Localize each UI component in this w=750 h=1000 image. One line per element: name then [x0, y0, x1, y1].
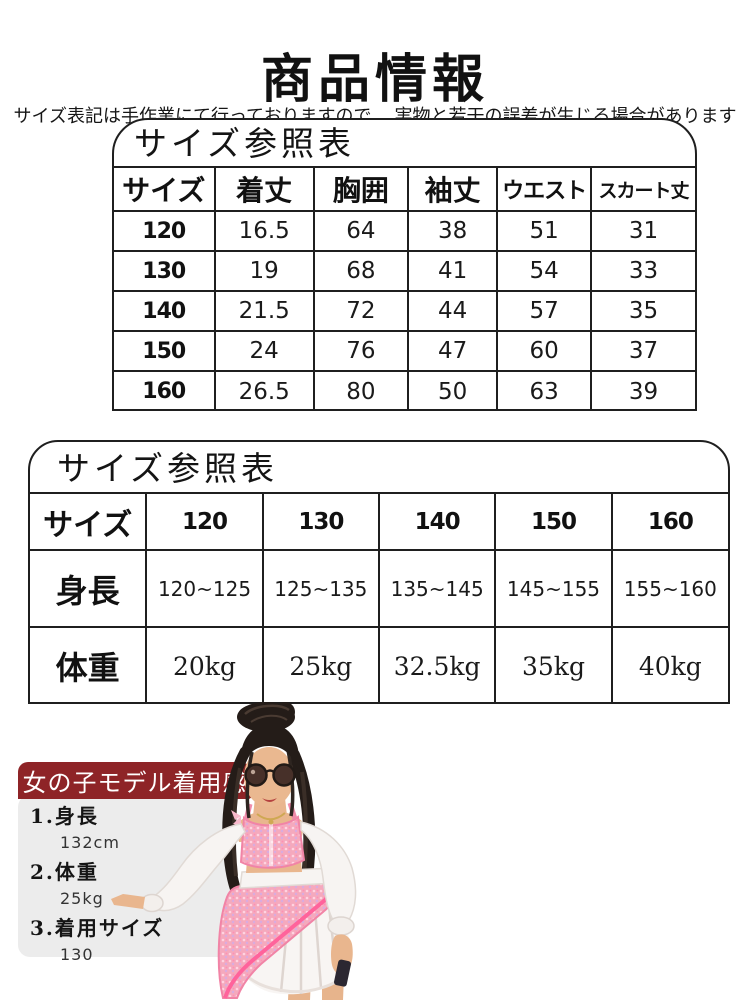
cell: 57	[496, 290, 592, 332]
cell: 40kg	[610, 626, 728, 704]
cell: 25kg	[261, 626, 380, 704]
col-header-size: サイズ	[114, 168, 216, 212]
row-label-height: 身長	[30, 549, 148, 628]
size-label: 140	[114, 290, 216, 332]
cell: 120~125	[145, 549, 264, 628]
model-info-banner: 女の子モデル着用感	[18, 762, 252, 799]
col-header-size: サイズ	[30, 494, 148, 551]
size-label: 130	[114, 250, 216, 292]
cell: 64	[312, 210, 409, 252]
cell: 21.5	[213, 290, 315, 332]
cell: 125~135	[261, 549, 380, 628]
col-header-sleeve: 袖丈	[406, 168, 499, 212]
cell: 39	[589, 370, 695, 411]
size-table-fit: サイズ 120 130 140 150 160 身長 120~125 125~1…	[30, 494, 728, 704]
model-height-value: 132cm	[60, 833, 120, 852]
cell: 68	[312, 250, 409, 292]
cell: 24	[213, 330, 315, 372]
cell: 38	[406, 210, 499, 252]
model-wearing-size-label: 3.着用サイズ	[30, 916, 165, 940]
cell: 35	[589, 290, 695, 332]
col-header-waist: ウエスト	[496, 168, 592, 212]
cell: 26.5	[213, 370, 315, 411]
col-header-140: 140	[377, 494, 497, 551]
girl-model-photo	[95, 700, 395, 1000]
cell: 41	[406, 250, 499, 292]
cell: 63	[496, 370, 592, 411]
row-label-weight: 体重	[30, 626, 148, 704]
model-info-list: 1.身長 132cm 2.体重 25kg 3.着用サイズ 130	[18, 805, 230, 973]
model-info-banner-label: 女の子モデル着用感	[22, 769, 248, 797]
model-wearing-size-value: 130	[60, 945, 94, 964]
col-header-skirt: スカート丈	[589, 168, 695, 212]
size-label: 120	[114, 210, 216, 252]
cell: 47	[406, 330, 499, 372]
table-row-height: 身長 120~125 125~135 135~145 145~155 155~1…	[30, 549, 728, 628]
cell: 155~160	[610, 549, 728, 628]
cell: 35kg	[494, 626, 613, 704]
cell: 20kg	[145, 626, 264, 704]
cell: 135~145	[377, 549, 497, 628]
list-item: 3.着用サイズ 130	[30, 917, 230, 963]
table-header-row: サイズ 120 130 140 150 160	[30, 494, 728, 551]
table-row: 120 16.5 64 38 51 31	[114, 210, 695, 252]
table-header-row: サイズ 着丈 胸囲 袖丈 ウエスト スカート丈	[114, 168, 695, 212]
size-table-fit-title: サイズ参照表	[30, 442, 728, 494]
cell: 31	[589, 210, 695, 252]
cell: 16.5	[213, 210, 315, 252]
table-row: 130 19 68 41 54 33	[114, 250, 695, 292]
cell: 80	[312, 370, 409, 411]
cell: 50	[406, 370, 499, 411]
col-header-150: 150	[494, 494, 613, 551]
cell: 44	[406, 290, 499, 332]
col-header-chest: 胸囲	[312, 168, 409, 212]
model-height-label: 1.身長	[30, 804, 99, 828]
col-header-120: 120	[145, 494, 264, 551]
list-item: 1.身長 132cm	[30, 805, 230, 851]
cell: 60	[496, 330, 592, 372]
col-header-160: 160	[610, 494, 728, 551]
size-label: 150	[114, 330, 216, 372]
col-header-length: 着丈	[213, 168, 315, 212]
size-table-fit-box: サイズ参照表 サイズ 120 130 140 150 160 身長 120~12…	[28, 440, 730, 704]
cell: 19	[213, 250, 315, 292]
cell: 72	[312, 290, 409, 332]
col-header-130: 130	[261, 494, 380, 551]
table-row-weight: 体重 20kg 25kg 32.5kg 35kg 40kg	[30, 626, 728, 704]
model-weight-label: 2.体重	[30, 860, 99, 884]
table-row: 150 24 76 47 60 37	[114, 330, 695, 372]
size-table-detail: サイズ 着丈 胸囲 袖丈 ウエスト スカート丈 120 16.5 64 38 5…	[114, 168, 695, 411]
size-table-detail-title: サイズ参照表	[114, 120, 695, 168]
size-label: 160	[114, 370, 216, 411]
cell: 54	[496, 250, 592, 292]
cell: 32.5kg	[377, 626, 497, 704]
list-item: 2.体重 25kg	[30, 861, 230, 907]
size-table-detail-box: サイズ参照表 サイズ 着丈 胸囲 袖丈 ウエスト スカート丈 120	[112, 118, 697, 411]
cell: 37	[589, 330, 695, 372]
cell: 76	[312, 330, 409, 372]
table-row: 140 21.5 72 44 57 35	[114, 290, 695, 332]
cell: 33	[589, 250, 695, 292]
table-row: 160 26.5 80 50 63 39	[114, 370, 695, 411]
cell: 145~155	[494, 549, 613, 628]
page-title: 商品情報	[260, 48, 489, 110]
model-weight-value: 25kg	[60, 889, 104, 908]
cell: 51	[496, 210, 592, 252]
